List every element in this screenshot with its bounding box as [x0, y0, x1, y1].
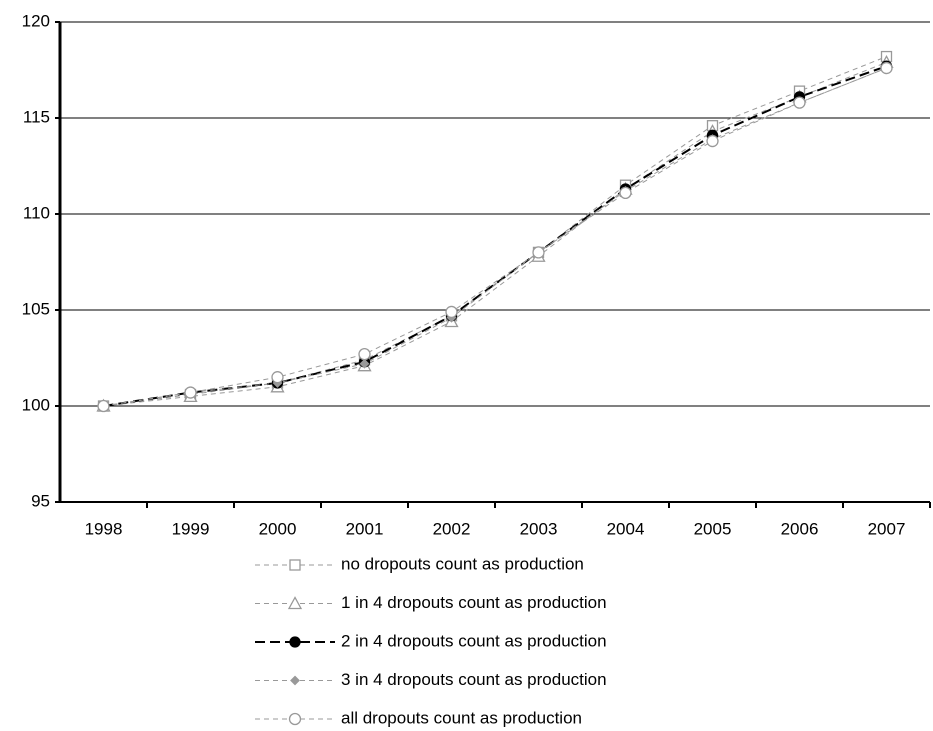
y-tick-label: 95	[31, 491, 50, 510]
x-tick-label: 2000	[259, 519, 297, 538]
x-tick-label: 2003	[520, 519, 558, 538]
series-line	[103, 56, 887, 407]
legend-label: 2 in 4 dropouts count as production	[341, 631, 607, 650]
legend-label: 3 in 4 dropouts count as production	[341, 670, 607, 689]
marker	[97, 399, 110, 413]
x-tick-label: 1998	[85, 519, 123, 538]
marker	[271, 371, 284, 384]
marker	[287, 596, 303, 610]
x-tick-label: 2006	[781, 519, 819, 538]
series-line	[103, 61, 887, 407]
x-tick-label: 2004	[607, 519, 645, 538]
y-tick-label: 100	[22, 395, 50, 414]
y-tick-label: 105	[22, 299, 50, 318]
marker	[290, 675, 300, 686]
legend-label: 1 in 4 dropouts count as production	[341, 593, 607, 612]
marker	[706, 134, 719, 148]
marker	[880, 61, 893, 75]
x-tick-label: 2005	[694, 519, 732, 538]
x-tick-label: 2007	[868, 519, 906, 538]
y-tick-label: 115	[23, 107, 50, 126]
series-line	[103, 65, 887, 407]
marker	[289, 559, 301, 571]
x-tick-label: 2002	[433, 519, 471, 538]
marker	[793, 96, 806, 109]
marker	[619, 186, 632, 200]
legend-label: all dropouts count as production	[341, 708, 582, 727]
marker	[289, 636, 301, 648]
y-tick-label: 110	[23, 203, 50, 222]
marker	[445, 305, 458, 319]
x-tick-label: 2001	[346, 519, 384, 538]
series-line	[103, 67, 887, 407]
series-line	[103, 67, 887, 407]
y-tick-label: 120	[22, 11, 50, 30]
marker	[532, 246, 545, 259]
marker	[359, 358, 370, 369]
x-tick-label: 1999	[172, 519, 210, 538]
legend-label: no dropouts count as production	[341, 554, 584, 573]
marker	[358, 348, 371, 361]
marker	[288, 712, 302, 726]
marker	[184, 386, 197, 399]
